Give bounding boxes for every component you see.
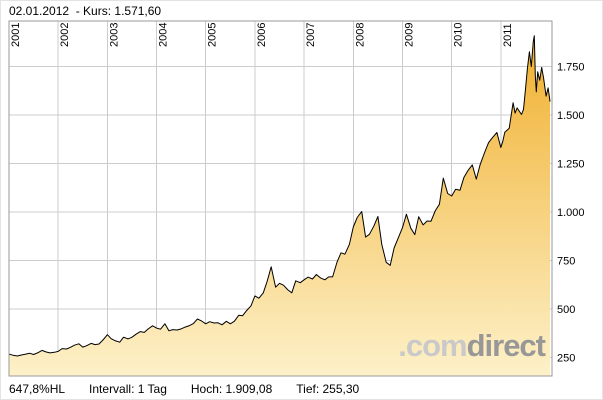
x-axis-year-label: 2004	[158, 23, 170, 47]
high-label: Hoch: 1.909,08	[190, 382, 273, 396]
chart-footer: 647,8%HL Intervall: 1 Tag Hoch: 1.909,08…	[9, 382, 359, 396]
y-axis-price-label: 1.500	[557, 110, 585, 122]
y-axis-price-label: 1.750	[557, 62, 585, 74]
y-axis-price-label: 250	[557, 353, 575, 365]
comdirect-watermark: .comdirect	[398, 328, 546, 363]
plot-border	[8, 20, 553, 377]
x-axis-year-label: 2007	[305, 23, 317, 47]
interval-label: Intervall: 1 Tag	[89, 382, 167, 396]
x-axis-year-label: 2005	[207, 23, 219, 47]
change-percent-label: 647,8%HL	[9, 382, 66, 396]
x-axis-year-label: 2008	[354, 23, 366, 47]
y-axis-price-label: 1.000	[557, 207, 585, 219]
x-axis-year-label: 2001	[10, 23, 22, 47]
price-line	[8, 35, 551, 357]
low-label: Tief: 255,30	[296, 382, 360, 396]
x-axis-year-label: 2011	[502, 23, 514, 47]
watermark-com: .com	[398, 328, 467, 363]
x-axis-year-label: 2002	[59, 23, 71, 47]
y-axis-price-label: 1.250	[557, 159, 585, 171]
y-axis-price-label: 750	[557, 256, 575, 268]
x-axis-year-label: 2010	[453, 23, 465, 47]
watermark-direct: direct	[466, 328, 546, 363]
x-axis-year-label: 2003	[108, 23, 120, 47]
y-axis-price-label: 500	[557, 304, 575, 316]
x-axis-year-label: 2006	[256, 23, 268, 47]
date-and-price-header: 02.01.2012 - Kurs: 1.571,60	[9, 4, 162, 18]
x-axis-year-label: 2009	[403, 23, 415, 47]
price-area-fill	[9, 35, 550, 376]
